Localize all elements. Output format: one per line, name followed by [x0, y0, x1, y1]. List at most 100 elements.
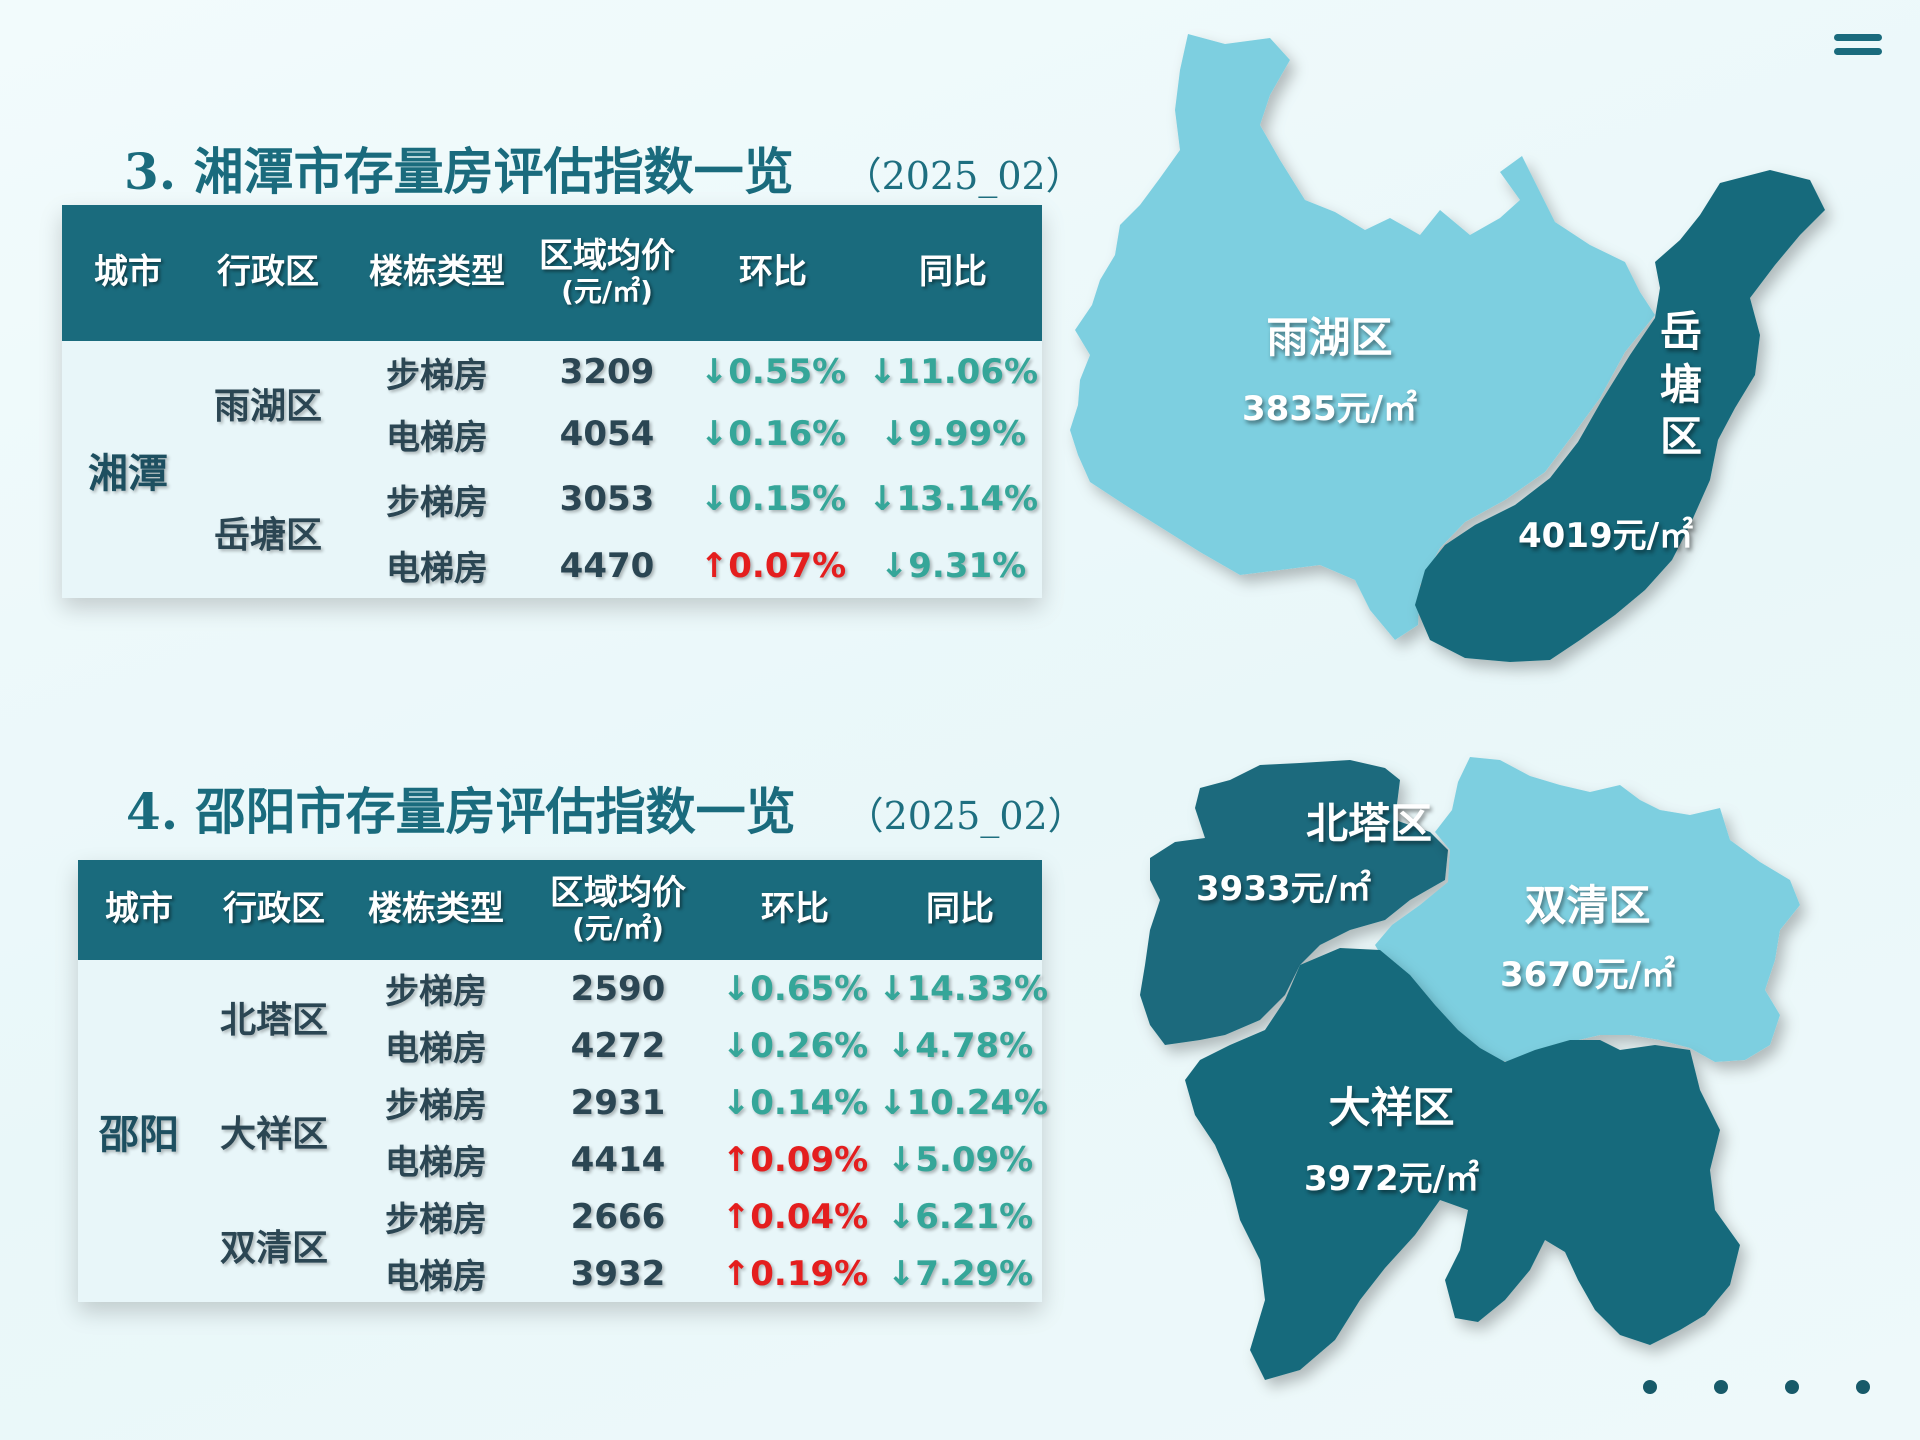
price-cell: 3209 — [559, 352, 655, 392]
table-row: 电梯房 4470 ↑0.07% ↓9.31% — [62, 533, 1042, 598]
type-cell: 电梯房 — [385, 1029, 487, 1069]
page-dot[interactable] — [1643, 1380, 1657, 1394]
map-district-price: 3933元/㎡ — [1196, 869, 1372, 909]
page-dot[interactable] — [1785, 1380, 1799, 1394]
type-cell: 步梯房 — [386, 482, 488, 523]
map-district-name: 雨湖区 — [1266, 313, 1393, 362]
table-row: 电梯房 4054 ↓0.16% ↓9.99% — [62, 403, 1042, 465]
yoy-cell: ↓11.06% — [867, 352, 1039, 392]
type-cell: 电梯房 — [386, 549, 488, 589]
col-mom: 环比 — [682, 205, 864, 341]
col-district: 行政区 — [194, 205, 342, 341]
price-cell: 3053 — [559, 479, 655, 519]
map-district-price: 3972元/㎡ — [1304, 1159, 1480, 1199]
map-district-price: 3670元/㎡ — [1500, 955, 1676, 995]
city-cell: 湘潭 — [88, 450, 168, 497]
yoy-cell: ↓5.09% — [886, 1139, 1034, 1180]
price-cell: 2931 — [570, 1082, 666, 1123]
type-cell: 步梯房 — [385, 1200, 487, 1240]
yoy-cell: ↓14.33% — [878, 968, 1049, 1009]
map-district-name-char: 岳 — [1660, 307, 1703, 356]
table-row: 电梯房 4272 ↓0.26% ↓4.78% — [78, 1017, 1042, 1074]
section-title-text: 4. 邵阳市存量房评估指数一览 — [126, 782, 796, 841]
map-label-shuangqing: 双清区 3670元/㎡ — [1500, 872, 1675, 996]
price-cell: 4272 — [570, 1025, 666, 1066]
col-city: 城市 — [62, 205, 194, 341]
district-cell: 北塔区 — [219, 1000, 328, 1041]
table-row: 大祥区 步梯房 2931 ↓0.14% ↓10.24% — [78, 1074, 1049, 1156]
yoy-cell: ↓7.29% — [886, 1253, 1034, 1294]
mom-cell: ↓0.15% — [699, 479, 847, 519]
map-label-yuetang: 岳 塘 区 — [1660, 306, 1702, 464]
price-cell: 3932 — [570, 1253, 666, 1294]
mom-cell: ↓0.65% — [721, 968, 869, 1009]
price-cell: 4054 — [559, 414, 655, 454]
map-district-price: 3835元/㎡ — [1242, 389, 1418, 429]
mom-cell: ↑0.19% — [721, 1253, 869, 1294]
type-cell: 电梯房 — [385, 1143, 487, 1183]
yoy-cell: ↓4.78% — [886, 1025, 1034, 1066]
map-district-name: 北塔区 — [1306, 799, 1433, 848]
col-city: 城市 — [78, 860, 200, 960]
page-dot[interactable] — [1714, 1380, 1728, 1394]
district-cell: 雨湖区 — [213, 386, 322, 427]
map-district-name: 大祥区 — [1328, 1083, 1455, 1132]
mom-cell: ↓0.26% — [721, 1025, 869, 1066]
city-cell: 邵阳 — [99, 1112, 179, 1158]
table-row: 电梯房 4414 ↑0.09% ↓5.09% — [78, 1131, 1042, 1188]
mom-cell: ↑0.07% — [699, 545, 847, 586]
mom-cell: ↑0.04% — [721, 1196, 869, 1237]
yoy-cell: ↓10.24% — [878, 1082, 1049, 1123]
yoy-cell: ↓9.31% — [879, 545, 1027, 586]
mom-cell: ↓0.16% — [699, 414, 847, 454]
table-row: 电梯房 3932 ↑0.19% ↓7.29% — [78, 1245, 1042, 1302]
mom-cell: ↓0.14% — [721, 1082, 869, 1123]
table-row: 湘潭 雨湖区 步梯房 3209 ↓0.55% ↓11.06% — [62, 341, 1042, 497]
pagination-dots — [1643, 1380, 1870, 1394]
table-row: 岳塘区 步梯房 3053 ↓0.15% ↓13.14% — [62, 465, 1042, 556]
yoy-cell: ↓6.21% — [886, 1196, 1034, 1237]
type-cell: 电梯房 — [386, 417, 488, 458]
col-district: 行政区 — [200, 860, 348, 960]
menu-icon[interactable] — [1834, 34, 1882, 58]
table-row: 邵阳 北塔区 步梯房 2590 ↓0.65% ↓14.33% — [78, 960, 1049, 1159]
table-header-row: 城市 行政区 楼栋类型 区域均价 (元/㎡) 环比 同比 — [62, 205, 1042, 341]
col-mom: 环比 — [712, 860, 878, 960]
yoy-cell: ↓9.99% — [879, 414, 1027, 454]
district-cell: 双清区 — [219, 1228, 328, 1269]
table-row: 双清区 步梯房 2666 ↑0.04% ↓6.21% — [78, 1188, 1042, 1270]
col-building-type: 楼栋类型 — [342, 205, 532, 341]
type-cell: 电梯房 — [385, 1257, 487, 1297]
yoy-cell: ↓13.14% — [867, 479, 1039, 519]
map-yuetang-district[interactable] — [1415, 170, 1825, 662]
price-cell: 4470 — [559, 545, 655, 586]
col-yoy: 同比 — [878, 860, 1042, 960]
table-header-row: 城市 行政区 楼栋类型 区域均价 (元/㎡) 环比 同比 — [78, 860, 1042, 960]
type-cell: 步梯房 — [385, 972, 487, 1012]
map-district-name-char: 塘 — [1660, 359, 1703, 409]
price-cell: 2666 — [570, 1196, 666, 1237]
mom-cell: ↓0.55% — [699, 352, 847, 392]
xiangtan-table: 城市 行政区 楼栋类型 区域均价 (元/㎡) 环比 同比 湘潭 雨湖区 步梯房 3… — [62, 205, 1042, 598]
district-cell: 岳塘区 — [213, 514, 322, 556]
section-period: （2025_02） — [843, 154, 1084, 198]
map-label-yuetang-price: 4019元/㎡ — [1518, 508, 1693, 557]
col-building-type: 楼栋类型 — [348, 860, 524, 960]
section-period: （2025_02） — [845, 794, 1086, 838]
type-cell: 步梯房 — [385, 1086, 487, 1126]
page-dot[interactable] — [1856, 1380, 1870, 1394]
type-cell: 步梯房 — [386, 355, 488, 396]
district-cell: 大祥区 — [219, 1114, 328, 1155]
map-district-name-char: 区 — [1660, 412, 1703, 461]
col-yoy: 同比 — [864, 205, 1042, 341]
map-label-beita: 北塔区 3933元/㎡ — [1196, 790, 1432, 910]
section-title-text: 3. 湘潭市存量房评估指数一览 — [124, 142, 794, 201]
col-avg-price: 区域均价 (元/㎡) — [524, 860, 712, 960]
map-district-price: 4019元/㎡ — [1518, 516, 1694, 556]
section-title-shaoyang: 4. 邵阳市存量房评估指数一览 （2025_02） — [126, 772, 1086, 844]
section-title-xiangtan: 3. 湘潭市存量房评估指数一览 （2025_02） — [124, 132, 1084, 204]
mom-cell: ↑0.09% — [721, 1139, 869, 1180]
map-label-yuhu: 雨湖区 3835元/㎡ — [1242, 304, 1417, 430]
shaoyang-table: 城市 行政区 楼栋类型 区域均价 (元/㎡) 环比 同比 邵阳 北塔区 步梯房 2… — [78, 860, 1049, 1302]
col-avg-price: 区域均价 (元/㎡) — [532, 205, 682, 341]
